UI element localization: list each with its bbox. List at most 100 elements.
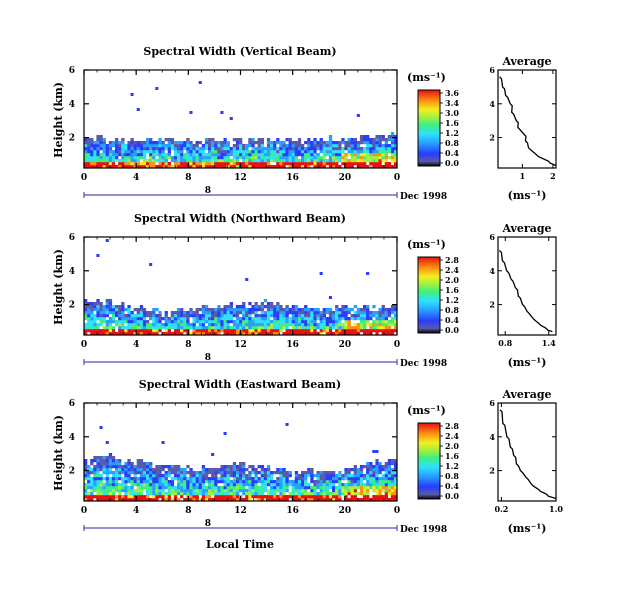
heatmap-cell — [369, 462, 373, 466]
heatmap-cell — [353, 474, 357, 478]
heatmap-cell — [350, 317, 354, 321]
y-tick-label: 2 — [69, 134, 75, 144]
heatmap-cell — [353, 483, 357, 487]
heatmap-cell — [239, 465, 243, 469]
heatmap-cell — [242, 144, 246, 148]
heatmap-cell — [223, 308, 227, 312]
heatmap-cell — [133, 495, 137, 499]
heatmap-cell — [149, 323, 153, 327]
heatmap-cell — [127, 165, 131, 169]
heatmap-cell — [139, 150, 144, 154]
heatmap-cell — [136, 329, 140, 333]
heatmap-cell — [220, 147, 224, 151]
average-profile-line — [499, 409, 557, 500]
heatmap-cell — [167, 162, 171, 166]
heatmap-cell — [90, 156, 94, 160]
heatmap-cell — [288, 156, 292, 160]
heatmap-cell — [254, 495, 258, 499]
heatmap-cell — [316, 323, 320, 327]
heatmap-cell — [282, 323, 286, 327]
heatmap-cell — [285, 308, 289, 312]
colorbar-tick-label: 0.0 — [445, 491, 459, 501]
heatmap-cell — [363, 483, 367, 487]
heatmap-cell — [291, 144, 295, 148]
heatmap-cell — [313, 329, 317, 333]
heatmap-cell — [198, 165, 202, 169]
heatmap-cell — [84, 147, 88, 151]
average-y-tick-label: 2 — [489, 133, 495, 143]
heatmap-cell — [347, 144, 351, 148]
heatmap-cell — [183, 474, 187, 478]
heatmap-cell — [180, 486, 184, 490]
heatmap-cell — [102, 320, 106, 324]
heatmap-cell — [288, 495, 292, 499]
heatmap-cell — [387, 320, 392, 324]
heatmap-cell — [87, 320, 91, 324]
heatmap-cell — [248, 311, 252, 315]
heatmap-cell — [344, 320, 348, 324]
heatmap-cell — [161, 332, 165, 336]
heatmap-cell — [105, 462, 109, 466]
heatmap-cell — [239, 138, 243, 142]
heatmap-cell — [198, 153, 202, 157]
heatmap-cell — [313, 144, 317, 148]
heatmap-cell — [186, 477, 190, 481]
heatmap-cell — [118, 495, 122, 499]
heatmap-cell — [142, 486, 147, 490]
heatmap-cell — [245, 468, 249, 472]
heatmap-cell — [220, 489, 224, 493]
heatmap-cell — [372, 495, 376, 499]
heatmap-cell — [369, 314, 373, 318]
heatmap-cell — [341, 489, 345, 493]
heatmap-cell — [220, 474, 224, 478]
heatmap-cell — [285, 305, 289, 309]
heatmap-cell — [260, 495, 264, 499]
heatmap-cell — [310, 153, 314, 157]
heatmap-cell — [372, 320, 376, 324]
heatmap-cell — [375, 465, 379, 469]
heatmap-cell — [288, 162, 292, 166]
heatmap-cell — [248, 492, 252, 496]
heatmap-cell — [273, 311, 277, 315]
heatmap-cell — [251, 465, 255, 469]
heatmap-cell — [102, 311, 106, 315]
heatmap-cell — [149, 326, 153, 330]
heatmap-cell — [161, 480, 165, 484]
heatmap-cell — [254, 165, 258, 169]
heatmap-cell — [195, 483, 199, 487]
heatmap-cell — [226, 317, 230, 321]
heatmap-cell — [170, 489, 175, 493]
heatmap-cell — [115, 471, 119, 475]
heatmap-cell — [356, 147, 361, 151]
heatmap-cell — [381, 489, 385, 493]
heatmap-cell — [108, 495, 113, 499]
heatmap-cell — [353, 471, 357, 475]
heatmap-cell — [208, 489, 212, 493]
heatmap-cell — [158, 492, 162, 496]
heatmap-cell — [270, 498, 274, 502]
heatmap-cell — [260, 305, 264, 309]
heatmap-cell — [96, 314, 100, 318]
heatmap-cell — [248, 138, 252, 142]
heatmap-cell — [322, 498, 326, 502]
heatmap-cell — [90, 311, 94, 315]
heatmap-cell — [350, 144, 354, 148]
heatmap-cell — [387, 486, 392, 490]
heatmap-cell — [372, 144, 376, 148]
heatmap-cell — [111, 332, 116, 336]
heatmap-cell — [161, 498, 165, 502]
heatmap-cell — [263, 153, 268, 157]
heatmap-cell — [121, 308, 125, 312]
heatmap-cell — [239, 305, 243, 309]
heatmap-cell — [149, 483, 153, 487]
heatmap-cell — [353, 141, 357, 145]
heatmap-cell — [90, 144, 94, 148]
heatmap-cell — [167, 483, 171, 487]
heatmap-cell — [102, 308, 106, 312]
heatmap-cell — [214, 471, 218, 475]
heatmap-cell — [158, 156, 162, 160]
heatmap-cell — [105, 299, 109, 303]
heatmap-cell — [192, 317, 196, 321]
heatmap-cell — [242, 317, 246, 321]
heatmap-cell — [226, 156, 230, 160]
